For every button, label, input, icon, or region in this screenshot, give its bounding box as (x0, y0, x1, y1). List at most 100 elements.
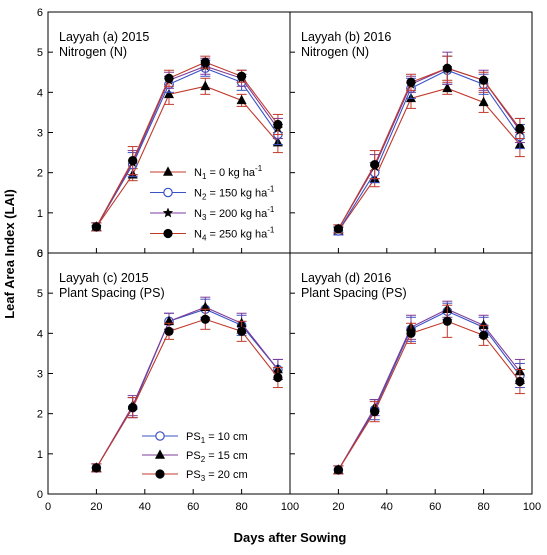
data-point (515, 376, 525, 387)
data-point (406, 328, 416, 338)
series-N4 (91, 55, 283, 232)
x-tick-label: 20 (90, 501, 102, 513)
legend-label: N2 = 150 kg ha-1 (194, 185, 275, 202)
series-line (337, 87, 521, 232)
legend-label: N3 = 200 kg ha-1 (194, 205, 275, 222)
y-tick-label: 0 (37, 489, 43, 501)
legend-c: PS1 = 10 cm PS2 = 15 cm PS3 = 20 cm (142, 431, 248, 483)
y-tick-label: 4 (37, 328, 43, 340)
legend-label: N4 = 250 kg ha-1 (194, 226, 275, 243)
legend-item-N2: N2 = 150 kg ha-1 (150, 185, 275, 202)
data-point (237, 71, 247, 81)
series-line (95, 61, 279, 228)
panel-title: Layyah (d) 2016 (301, 271, 391, 285)
y-tick-label: 6 (37, 7, 43, 19)
series-line (95, 308, 279, 469)
legend-marker (163, 187, 173, 198)
data-point (236, 94, 247, 105)
y-tick-label: 4 (37, 87, 43, 99)
series-line (337, 308, 521, 471)
x-tick-label: 80 (477, 501, 489, 513)
legend-item-PS2: PS2 = 15 cm (142, 449, 248, 464)
data-point (442, 82, 453, 93)
x-tick-label: 80 (235, 501, 247, 513)
data-point (164, 326, 174, 336)
legend-item-PS1: PS1 = 10 cm (142, 431, 248, 445)
legend-marker (163, 228, 173, 239)
panel-title: Layyah (a) 2015 (59, 30, 149, 44)
series-N2 (91, 59, 283, 232)
x-tick-label: 100 (523, 501, 541, 513)
series-N1 (333, 81, 525, 236)
series-line (337, 310, 521, 471)
series-line (95, 85, 279, 228)
data-point (273, 372, 283, 383)
data-point (91, 222, 102, 232)
data-point (333, 224, 343, 234)
series-line (95, 65, 279, 228)
series-PS3 (91, 308, 283, 473)
data-point (478, 330, 489, 340)
panel-subtitle: Plant Spacing (PS) (59, 286, 165, 300)
x-tick-label: 20 (332, 501, 344, 513)
series-line (95, 318, 279, 469)
data-point (237, 326, 247, 336)
y-tick-label: 1 (37, 449, 43, 461)
series-line (95, 306, 279, 469)
series-N3 (91, 57, 284, 232)
legend-marker (162, 207, 174, 218)
legend-item-N1: N1 = 0 kg ha-1 (150, 164, 263, 181)
series-line (337, 320, 521, 471)
series-line (337, 69, 521, 232)
y-tick-label: 2 (37, 168, 43, 180)
y-tick-label: 5 (37, 47, 43, 59)
legend-a: N1 = 0 kg ha-1 N2 = 150 kg ha-1 N3 = 200 k… (150, 164, 275, 243)
y-tick-label: 6 (37, 248, 43, 260)
x-tick-label: 0 (45, 501, 51, 513)
legend-label: N1 = 0 kg ha-1 (194, 164, 263, 181)
data-point (370, 407, 380, 417)
panel-title: Layyah (b) 2016 (301, 30, 391, 44)
series-PS2 (91, 296, 283, 473)
series-N2 (333, 55, 525, 236)
data-point (200, 80, 211, 91)
data-point (370, 160, 380, 170)
x-tick-label: 60 (429, 501, 441, 513)
data-point (164, 73, 174, 83)
legend-marker (155, 469, 165, 479)
data-point (128, 403, 138, 413)
data-point (128, 156, 138, 166)
data-point (442, 63, 452, 73)
panel-title: Layyah (c) 2015 (59, 271, 149, 285)
series-N4 (333, 55, 525, 234)
data-point (91, 463, 102, 473)
legend-marker (163, 166, 173, 176)
data-point (406, 77, 416, 87)
y-tick-label: 3 (37, 128, 43, 140)
legend-label: PS2 = 15 cm (186, 450, 248, 464)
data-point (478, 75, 489, 85)
legend-label: PS3 = 20 cm (186, 469, 248, 483)
data-point (200, 314, 210, 324)
series-line (95, 67, 279, 228)
y-tick-label: 1 (37, 208, 43, 220)
series-PS3 (333, 304, 525, 475)
data-point (333, 465, 343, 475)
x-tick-label: 40 (139, 501, 151, 513)
data-point (515, 123, 525, 134)
data-point (200, 57, 210, 67)
legend-item-PS3: PS3 = 20 cm (142, 469, 248, 483)
legend-item-N3: N3 = 200 kg ha-1 (150, 205, 275, 222)
legend-label: PS1 = 10 cm (186, 431, 248, 445)
data-point (442, 316, 452, 326)
legend-item-N4: N4 = 250 kg ha-1 (150, 226, 275, 243)
x-tick-label: 40 (381, 501, 393, 513)
panel-subtitle: Nitrogen (N) (59, 45, 127, 59)
data-point (273, 119, 283, 130)
